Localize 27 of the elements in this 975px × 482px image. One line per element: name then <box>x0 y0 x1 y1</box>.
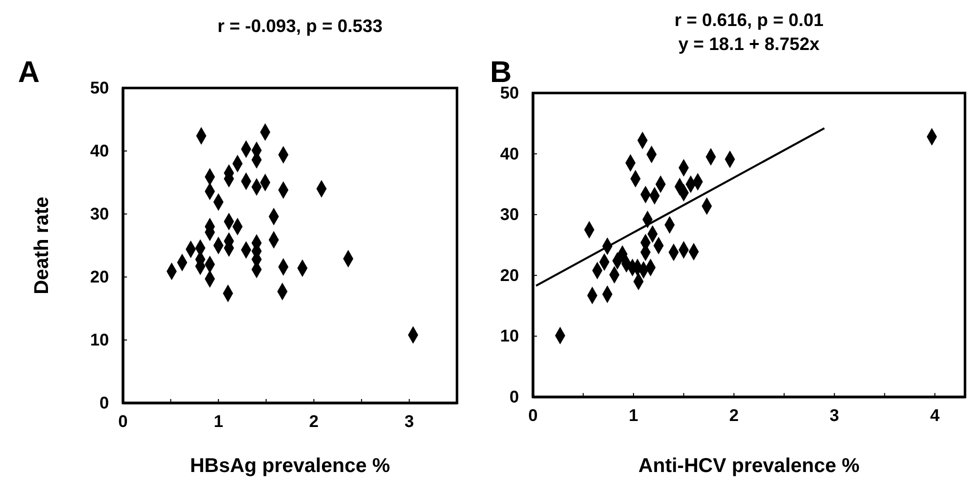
y-tick-label: 30 <box>500 205 519 224</box>
x-tick-label: 1 <box>628 406 638 426</box>
y-tick-label: 40 <box>90 141 109 160</box>
chart-subtitle: r = -0.093, p = 0.533 <box>217 16 383 36</box>
y-tick-label: 20 <box>500 266 519 285</box>
y-tick-label: 30 <box>90 204 109 224</box>
x-tick-label: 1 <box>214 412 224 432</box>
y-tick-label: 0 <box>100 393 109 412</box>
x-axis-title: Anti-HCV prevalence % <box>638 455 860 477</box>
x-axis-title: HBsAg prevalence % <box>190 455 390 477</box>
x-tick-label: 4 <box>930 406 940 426</box>
x-tick-label: 3 <box>830 406 840 426</box>
x-tick-label: 2 <box>729 406 739 426</box>
chart-title: A <box>18 56 40 89</box>
y-tick-label: 50 <box>500 83 519 102</box>
y-tick-label: 20 <box>90 267 109 286</box>
y-tick-label: 10 <box>90 330 109 350</box>
x-tick-label: 3 <box>404 412 414 432</box>
y-tick-label: 10 <box>500 326 519 346</box>
x-tick-label: 0 <box>528 406 538 426</box>
y-axis-title: Death rate <box>31 196 53 294</box>
chart-subtitle: r = 0.616, p = 0.01 y = 18.1 + 8.752x <box>674 10 824 54</box>
y-tick-label: 0 <box>510 387 519 406</box>
y-tick-label: 40 <box>500 144 519 164</box>
x-tick-label: 0 <box>118 412 128 432</box>
x-tick-label: 2 <box>309 412 319 432</box>
y-tick-label: 50 <box>90 78 109 98</box>
